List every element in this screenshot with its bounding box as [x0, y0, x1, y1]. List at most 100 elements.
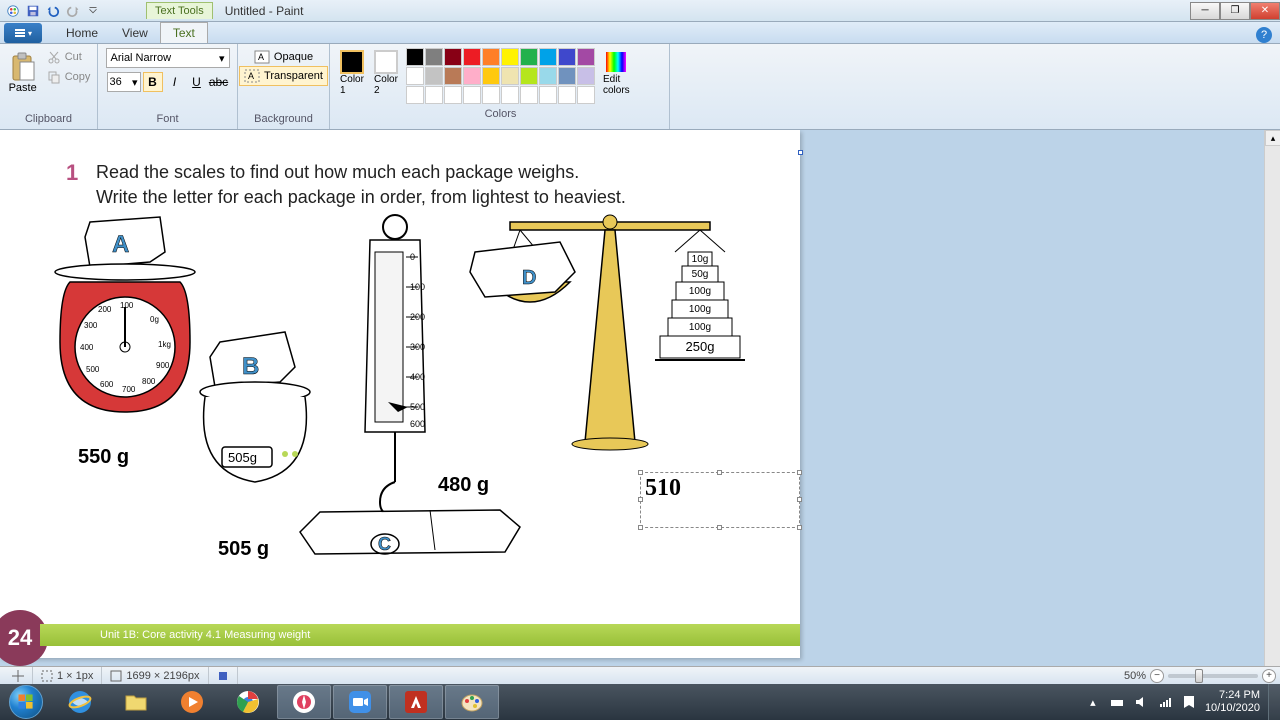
transparent-option[interactable]: ATransparent: [239, 66, 328, 86]
undo-icon[interactable]: [44, 2, 62, 20]
tray-show-hidden-icon[interactable]: ▴: [1085, 694, 1101, 710]
zoom-out-button[interactable]: −: [1150, 669, 1164, 683]
palette-color[interactable]: [463, 86, 481, 104]
tray-messages-icon[interactable]: [1109, 694, 1125, 710]
palette-color[interactable]: [444, 86, 462, 104]
palette-color[interactable]: [520, 67, 538, 85]
save-icon[interactable]: [24, 2, 42, 20]
palette-color[interactable]: [425, 48, 443, 66]
zoom-slider[interactable]: [1168, 674, 1258, 678]
text-handle[interactable]: [797, 497, 802, 502]
weight-b-label: 505 g: [218, 538, 269, 561]
palette-color[interactable]: [539, 86, 557, 104]
canvas-viewport[interactable]: 1 Read the scales to find out how much e…: [0, 130, 1264, 684]
tray-volume-icon[interactable]: [1133, 694, 1149, 710]
qat-dropdown-icon[interactable]: [84, 2, 102, 20]
palette-color[interactable]: [501, 48, 519, 66]
text-handle[interactable]: [717, 525, 722, 530]
palette-color[interactable]: [482, 67, 500, 85]
text-entry-box[interactable]: 510: [640, 472, 800, 528]
palette-color[interactable]: [482, 86, 500, 104]
palette-color[interactable]: [577, 67, 595, 85]
redo-icon[interactable]: [64, 2, 82, 20]
show-desktop-button[interactable]: [1268, 684, 1280, 720]
underline-button[interactable]: U: [187, 72, 207, 92]
taskbar-app1[interactable]: [277, 685, 331, 719]
text-handle[interactable]: [638, 497, 643, 502]
paste-button[interactable]: Paste: [5, 48, 41, 98]
transparent-label: Transparent: [264, 70, 323, 82]
vertical-scrollbar[interactable]: ▴ ▾: [1264, 130, 1280, 684]
tray-network-icon[interactable]: [1157, 694, 1173, 710]
palette-color[interactable]: [463, 48, 481, 66]
color1-button[interactable]: Color 1: [338, 48, 366, 98]
text-box-content[interactable]: 510: [641, 473, 799, 504]
svg-text:0g: 0g: [150, 315, 159, 324]
palette-color[interactable]: [539, 67, 557, 85]
taskbar-chrome[interactable]: [221, 685, 275, 719]
taskbar-wmp[interactable]: [165, 685, 219, 719]
palette-color[interactable]: [425, 86, 443, 104]
minimize-button[interactable]: ─: [1190, 2, 1220, 20]
file-menu-button[interactable]: ▾: [4, 23, 42, 43]
text-handle[interactable]: [717, 470, 722, 475]
text-handle[interactable]: [797, 470, 802, 475]
bold-button[interactable]: B: [143, 72, 163, 92]
text-handle[interactable]: [797, 525, 802, 530]
tray-clock[interactable]: 7:24 PM 10/10/2020: [1205, 689, 1260, 715]
palette-color[interactable]: [558, 67, 576, 85]
strikethrough-button[interactable]: abc: [209, 72, 229, 92]
palette-color[interactable]: [558, 48, 576, 66]
palette-color[interactable]: [463, 67, 481, 85]
palette-color[interactable]: [577, 86, 595, 104]
palette-color[interactable]: [406, 48, 424, 66]
help-icon[interactable]: ?: [1256, 27, 1272, 43]
tab-text[interactable]: Text: [160, 22, 208, 43]
tab-view[interactable]: View: [110, 23, 160, 43]
start-button[interactable]: [0, 684, 52, 720]
background-group: AOpaque ATransparent Background: [238, 44, 330, 129]
palette-color[interactable]: [558, 86, 576, 104]
palette-color[interactable]: [520, 86, 538, 104]
edit-colors-button[interactable]: Edit colors: [601, 48, 632, 98]
text-handle[interactable]: [638, 470, 643, 475]
close-button[interactable]: ✕: [1250, 2, 1280, 20]
zoom-in-button[interactable]: +: [1262, 669, 1276, 683]
paint-menu-icon[interactable]: [4, 2, 22, 20]
palette-color[interactable]: [577, 48, 595, 66]
font-size-select[interactable]: 36▾: [107, 72, 141, 92]
taskbar-ie[interactable]: [53, 685, 107, 719]
palette-color[interactable]: [444, 48, 462, 66]
palette-color[interactable]: [501, 86, 519, 104]
tab-home[interactable]: Home: [54, 23, 110, 43]
color2-button[interactable]: Color 2: [372, 48, 400, 98]
palette-color[interactable]: [482, 48, 500, 66]
cut-button[interactable]: Cut: [45, 48, 93, 66]
taskbar-adobe[interactable]: [389, 685, 443, 719]
taskbar: ▴ 7:24 PM 10/10/2020: [0, 684, 1280, 720]
palette-color[interactable]: [425, 67, 443, 85]
scroll-up-button[interactable]: ▴: [1265, 130, 1280, 146]
taskbar-zoom[interactable]: [333, 685, 387, 719]
palette-color[interactable]: [501, 67, 519, 85]
text-handle[interactable]: [638, 525, 643, 530]
svg-text:1kg: 1kg: [158, 340, 171, 349]
tray-action-center-icon[interactable]: [1181, 694, 1197, 710]
opaque-option[interactable]: AOpaque: [250, 48, 317, 66]
weight-c-label: 480 g: [438, 474, 489, 497]
taskbar-paint[interactable]: [445, 685, 499, 719]
palette-color[interactable]: [406, 86, 424, 104]
palette-color[interactable]: [444, 67, 462, 85]
taskbar-explorer[interactable]: [109, 685, 163, 719]
zoom-thumb[interactable]: [1195, 669, 1203, 683]
svg-text:500: 500: [86, 365, 100, 374]
palette-color[interactable]: [406, 67, 424, 85]
italic-button[interactable]: I: [165, 72, 185, 92]
maximize-button[interactable]: ❐: [1220, 2, 1250, 20]
palette-color[interactable]: [539, 48, 557, 66]
canvas-page[interactable]: 1 Read the scales to find out how much e…: [0, 130, 800, 658]
copy-button[interactable]: Copy: [45, 68, 93, 86]
canvas-handle-right[interactable]: [798, 150, 803, 155]
palette-color[interactable]: [520, 48, 538, 66]
font-family-select[interactable]: Arial Narrow▾: [106, 48, 230, 68]
